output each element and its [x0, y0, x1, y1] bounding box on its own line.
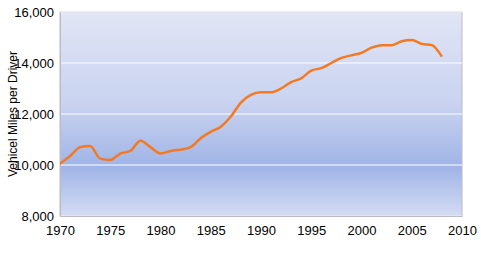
marks: [60, 40, 442, 164]
y-tick: 14,000: [14, 56, 60, 71]
data-line: [60, 40, 442, 164]
x-tick: 1995: [297, 216, 326, 238]
chart: 8,000 10,000 12,000 14,000 16,000 1970 1975 198…: [0, 0, 481, 254]
y-tick-label: 8,000: [21, 209, 54, 224]
y-tick-label: 14,000: [14, 56, 54, 71]
y-tick: 10,000: [14, 158, 60, 173]
x-tick-label: 2010: [448, 223, 477, 238]
y-axis: 8,000 10,000 12,000 14,000 16,000: [14, 5, 60, 224]
y-tick: 12,000: [14, 107, 60, 122]
grid-line: [60, 63, 462, 64]
y-axis-title: Vehicel Miles per Driver: [6, 51, 20, 177]
x-tick: 1975: [96, 216, 125, 238]
x-tick: 1985: [197, 216, 226, 238]
x-tick-label: 2000: [348, 223, 377, 238]
grid-line: [60, 114, 462, 115]
x-tick-label: 2005: [398, 223, 427, 238]
x-tick-label: 1990: [247, 223, 276, 238]
y-axis-line: [60, 13, 61, 217]
y-tick-label: 12,000: [14, 107, 54, 122]
grid-line: [60, 216, 462, 217]
x-tick-label: 1980: [147, 223, 176, 238]
x-tick-label: 1985: [197, 223, 226, 238]
x-tick: 1980: [147, 216, 176, 238]
plot-background: [60, 12, 462, 216]
x-axis-line: [61, 216, 463, 217]
x-axis: 1970 1975 1980 1985 1990 1995 2000 2005 2010: [46, 216, 477, 238]
x-tick: 2005: [398, 216, 427, 238]
x-tick-label: 1975: [96, 223, 125, 238]
x-tick-label: 1970: [46, 223, 75, 238]
plot: 8,000 10,000 12,000 14,000 16,000 1970 1975 198…: [14, 5, 477, 239]
y-tick-label: 10,000: [14, 158, 54, 173]
x-tick-label: 1995: [297, 223, 326, 238]
grid: [60, 12, 462, 216]
y-tick-label: 16,000: [14, 5, 54, 20]
grid-line: [60, 12, 462, 13]
y-tick: 8,000: [21, 209, 60, 224]
x-tick: 2000: [348, 216, 377, 238]
x-tick: 2010: [448, 216, 477, 238]
y-tick: 16,000: [14, 5, 60, 20]
x-tick: 1970: [46, 216, 75, 238]
x-tick: 1990: [247, 216, 276, 238]
grid-line: [60, 165, 462, 166]
